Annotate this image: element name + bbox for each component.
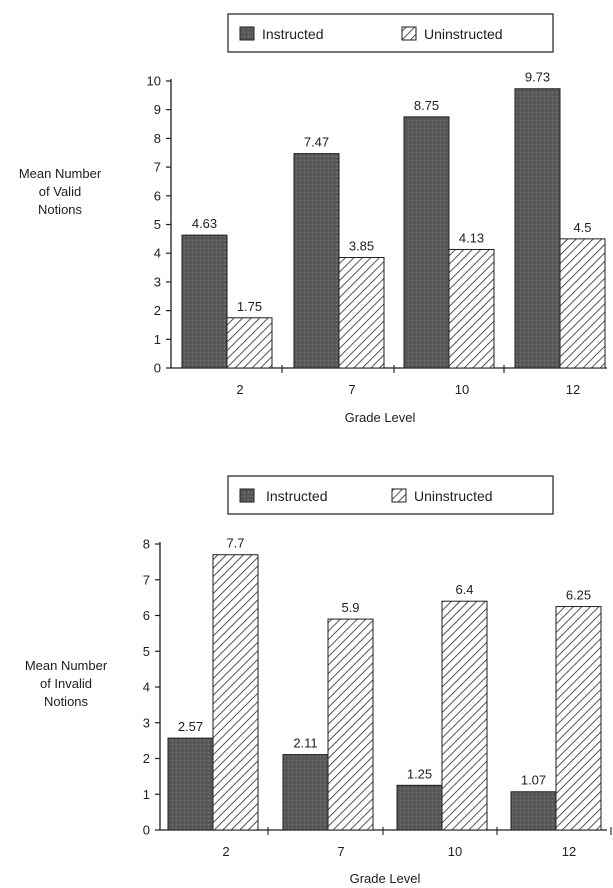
- y-axis-label-line-1: Mean Number: [25, 658, 108, 673]
- y-tick-label: 7: [154, 160, 161, 175]
- y-tick-label: 10: [147, 74, 161, 89]
- legend-label-uninstructed: Uninstructed: [424, 26, 503, 42]
- legend-box: [227, 475, 554, 515]
- y-tick-label: 8: [143, 537, 150, 552]
- x-tick-label: 2: [222, 844, 229, 859]
- bar-uninstructed-grade-7: [338, 257, 385, 369]
- y-axis-label-line-2: of Valid: [39, 184, 81, 199]
- data-label-instructed-grade-7: 7.47: [304, 135, 329, 150]
- y-tick-label: 3: [154, 274, 161, 289]
- data-labels: 2.57 7.7 2.11 5.9 1.25 6.4 1.07 6.25: [178, 536, 591, 788]
- y-tick-label: 0: [143, 823, 150, 838]
- bars: [167, 554, 602, 831]
- x-tick-label: 10: [455, 382, 469, 397]
- bar-instructed-grade-12: [514, 88, 561, 369]
- data-label-instructed-grade-2: 4.63: [192, 216, 217, 231]
- y-axis-label-line-1: Mean Number: [19, 166, 102, 181]
- bar-uninstructed-grade-2: [226, 317, 273, 369]
- x-axis-label: Grade Level: [345, 410, 416, 425]
- data-label-instructed-grade-12: 9.73: [525, 70, 550, 85]
- data-label-uninstructed-grade-7: 5.9: [341, 600, 359, 615]
- y-tick-label: 1: [143, 787, 150, 802]
- bar-instructed-grade-7: [282, 754, 329, 831]
- data-label-instructed-grade-10: 8.75: [414, 98, 439, 113]
- bars: [181, 88, 606, 369]
- y-tick-label: 9: [154, 102, 161, 117]
- legend-label-instructed: Instructed: [262, 26, 323, 42]
- x-tick-label: 2: [236, 382, 243, 397]
- bar-instructed-grade-7: [293, 153, 340, 369]
- legend: Instructed Uninstructed: [227, 475, 554, 515]
- y-tick-label: 5: [154, 217, 161, 232]
- bar-instructed-grade-2: [167, 737, 214, 831]
- bar-instructed-grade-10: [403, 116, 450, 369]
- x-axis-label: Grade Level: [350, 871, 421, 886]
- y-tick-label: 1: [154, 332, 161, 347]
- x-tick-label: 12: [566, 382, 580, 397]
- data-label-instructed-grade-10: 1.25: [407, 766, 432, 781]
- data-label-uninstructed-grade-7: 3.85: [349, 239, 374, 254]
- data-label-uninstructed-grade-2: 7.7: [226, 536, 244, 551]
- data-label-uninstructed-grade-10: 6.4: [455, 582, 473, 597]
- legend-swatch-instructed: [239, 488, 255, 503]
- bar-uninstructed-grade-10: [448, 248, 495, 369]
- data-label-uninstructed-grade-2: 1.75: [237, 299, 262, 314]
- x-tick-label: 10: [448, 844, 462, 859]
- legend-swatch-uninstructed: [391, 488, 407, 503]
- y-tick-label: 2: [143, 751, 150, 766]
- legend-swatch-uninstructed: [401, 26, 417, 41]
- y-tick-label: 6: [143, 608, 150, 623]
- legend-label-instructed: Instructed: [266, 488, 327, 504]
- bar-uninstructed-grade-7: [327, 618, 374, 831]
- y-tick-label: 6: [154, 188, 161, 203]
- y-tick-label: 7: [143, 572, 150, 587]
- legend-label-uninstructed: Uninstructed: [414, 488, 493, 504]
- data-label-uninstructed-grade-10: 4.13: [459, 230, 484, 245]
- y-tick-label: 2: [154, 303, 161, 318]
- x-tick-label: 7: [348, 382, 355, 397]
- y-axis-label-line-3: Notions: [38, 202, 83, 217]
- bar-uninstructed-grade-2: [212, 554, 259, 831]
- bar-instructed-grade-10: [396, 784, 443, 831]
- legend-box: [227, 13, 554, 53]
- y-tick-label: 4: [154, 246, 161, 261]
- data-label-instructed-grade-12: 1.07: [521, 773, 546, 788]
- y-tick-label: 4: [143, 680, 150, 695]
- bar-uninstructed-grade-10: [441, 600, 488, 831]
- y-tick-label: 5: [143, 644, 150, 659]
- legend: Instructed Uninstructed: [227, 13, 554, 53]
- legend-swatch-instructed: [239, 26, 255, 41]
- x-tick-label: 7: [337, 844, 344, 859]
- data-labels: 4.63 1.75 7.47 3.85 8.75 4.13 9.73 4.5: [192, 70, 592, 314]
- data-label-uninstructed-grade-12: 6.25: [566, 588, 591, 603]
- y-tick-label: 3: [143, 715, 150, 730]
- x-tick-label: 12: [562, 844, 576, 859]
- y-tick-label: 8: [154, 131, 161, 146]
- data-label-uninstructed-grade-12: 4.5: [573, 220, 591, 235]
- y-axis-label-line-3: Notions: [44, 694, 89, 709]
- y-tick-label: 0: [154, 361, 161, 376]
- bar-instructed-grade-12: [510, 791, 557, 831]
- bar-uninstructed-grade-12: [559, 238, 606, 369]
- bar-instructed-grade-2: [181, 234, 228, 369]
- data-label-instructed-grade-7: 2.11: [293, 736, 317, 751]
- data-label-instructed-grade-2: 2.57: [178, 719, 203, 734]
- y-axis-label-line-2: of Invalid: [40, 676, 92, 691]
- bar-uninstructed-grade-12: [555, 606, 602, 831]
